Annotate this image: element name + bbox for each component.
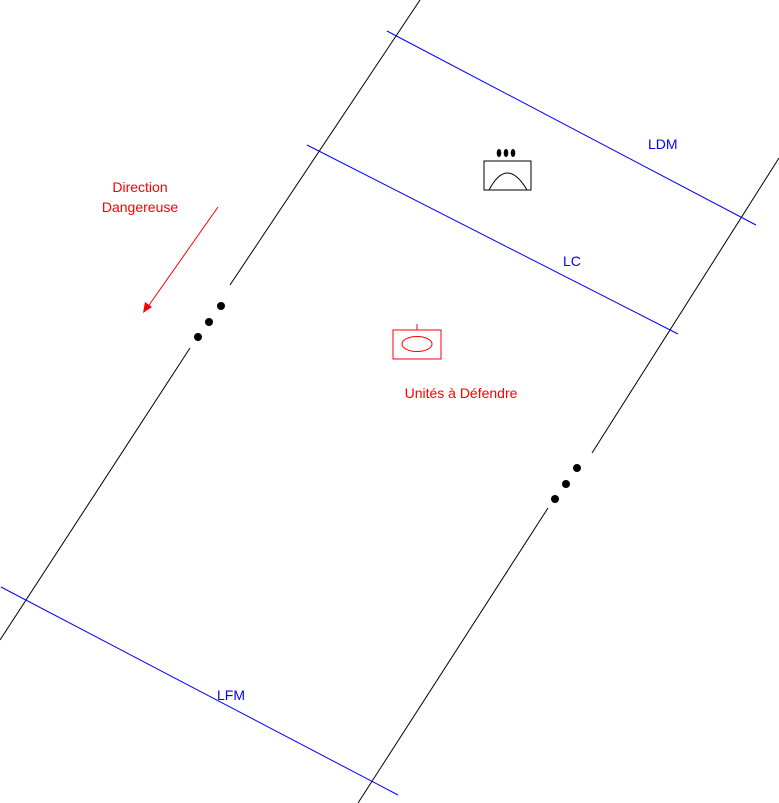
ldm-label: LDM — [648, 136, 678, 152]
left-boundary-upper — [229, 0, 421, 286]
left-boundary-lower — [0, 347, 191, 641]
lc-line — [306, 144, 679, 335]
ellipsis-dots-icon — [194, 302, 225, 341]
lfm-label: LFM — [217, 687, 245, 703]
right-boundary-lower — [357, 507, 549, 803]
enemy-dome-unit-icon — [483, 149, 532, 191]
friendly-unit-icon — [392, 324, 442, 360]
direction-label-line1: Direction — [112, 179, 167, 195]
right-boundary-upper — [591, 157, 779, 454]
lc-label: LC — [563, 253, 581, 269]
lfm-line — [0, 586, 399, 796]
ldm-line — [386, 30, 757, 226]
arrow-icon — [143, 206, 219, 313]
units-label: Unités à Défendre — [405, 385, 518, 401]
direction-label-line2: Dangereuse — [102, 199, 178, 215]
ellipsis-dots-icon — [551, 464, 581, 503]
